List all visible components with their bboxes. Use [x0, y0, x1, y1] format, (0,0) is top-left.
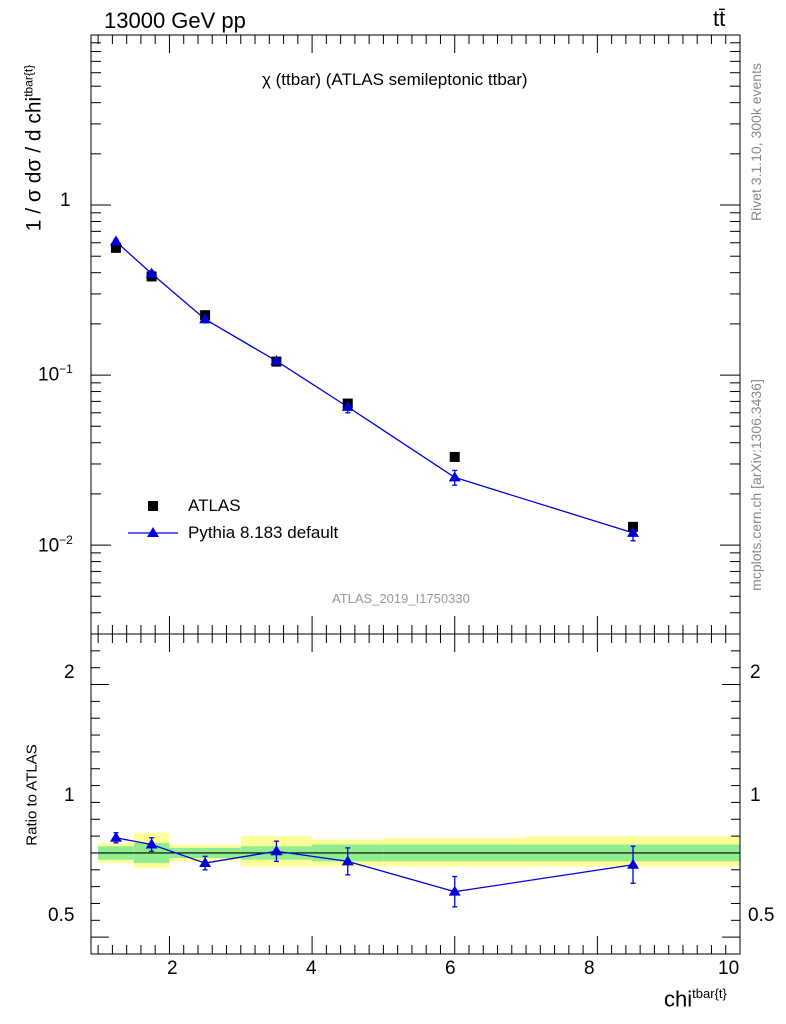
- xtick-label: 8: [584, 958, 595, 979]
- ratio-ytick-label-right: 0.5: [748, 905, 775, 926]
- ratio-frame: [90, 633, 741, 955]
- main-ylabel-sup: tbar{t}: [21, 64, 36, 97]
- ratio-data-point: [199, 857, 212, 868]
- process-label: tt̄: [713, 6, 726, 31]
- ratio-data-point: [448, 885, 461, 896]
- ratio-ytick-label-right: 1: [750, 785, 761, 806]
- ratio-data-point: [145, 838, 158, 849]
- ratio-ytick-label: 0.5: [48, 905, 75, 926]
- xtick-label: 6: [445, 958, 456, 979]
- atlas-data-point: [110, 242, 121, 253]
- mc-data-point: [627, 526, 640, 537]
- energy-label: 13000 GeV pp: [104, 8, 246, 33]
- atlas-data-point: [628, 521, 639, 532]
- chart-title: χ (ttbar) (ATLAS semileptonic ttbar): [262, 70, 528, 89]
- legend-atlas-marker: [148, 501, 158, 511]
- ratio-ytick-label: 1: [64, 785, 75, 806]
- mc-data-point: [199, 313, 212, 324]
- mc-data-point: [145, 267, 158, 278]
- xlabel-text: chi: [664, 986, 693, 1012]
- ratio-ytick-label-right: 2: [750, 662, 761, 683]
- main-ylabel: 1 / σ dσ / d chi: [22, 96, 46, 232]
- mc-data-point: [341, 400, 354, 411]
- mc-data-point: [448, 471, 461, 482]
- atlas-data-point: [449, 451, 460, 462]
- main-ytick-label: 1: [60, 190, 71, 211]
- ratio-data-point: [109, 831, 122, 842]
- ratio-data-point: [627, 858, 640, 869]
- main-frame: [90, 34, 741, 635]
- ratio-ylabel: Ratio to ATLAS: [23, 744, 41, 846]
- rivet-label: Rivet 3.1.10, 300k events: [748, 63, 764, 221]
- xlabel-sup: tbar{t}: [692, 986, 727, 1001]
- mc-data-point: [109, 235, 122, 246]
- xtick-label: 4: [306, 958, 317, 979]
- xlabel: chitbar{t}: [664, 986, 727, 1012]
- legend-mc-label: Pythia 8.183 default: [188, 523, 339, 542]
- analysis-watermark: ATLAS_2019_I1750330: [332, 591, 470, 606]
- legend-atlas-label: ATLAS: [188, 496, 241, 515]
- ratio-data-point: [341, 855, 354, 866]
- mc-series-line: [115, 241, 634, 534]
- mcplots-label: mcplots.cern.ch [arXiv:1306.3436]: [748, 379, 764, 591]
- ratio-panel: [91, 832, 740, 869]
- legend-mc-marker: [147, 527, 159, 537]
- ratio-ytick-label: 2: [64, 662, 75, 683]
- ratio-data-point: [270, 845, 283, 856]
- main-ytick-label: 10−2: [38, 533, 73, 557]
- xtick-label: 10: [718, 958, 740, 979]
- mc-data-point: [270, 354, 283, 365]
- xtick-label: 2: [167, 958, 178, 979]
- main-ytick-label: 10−1: [38, 362, 73, 386]
